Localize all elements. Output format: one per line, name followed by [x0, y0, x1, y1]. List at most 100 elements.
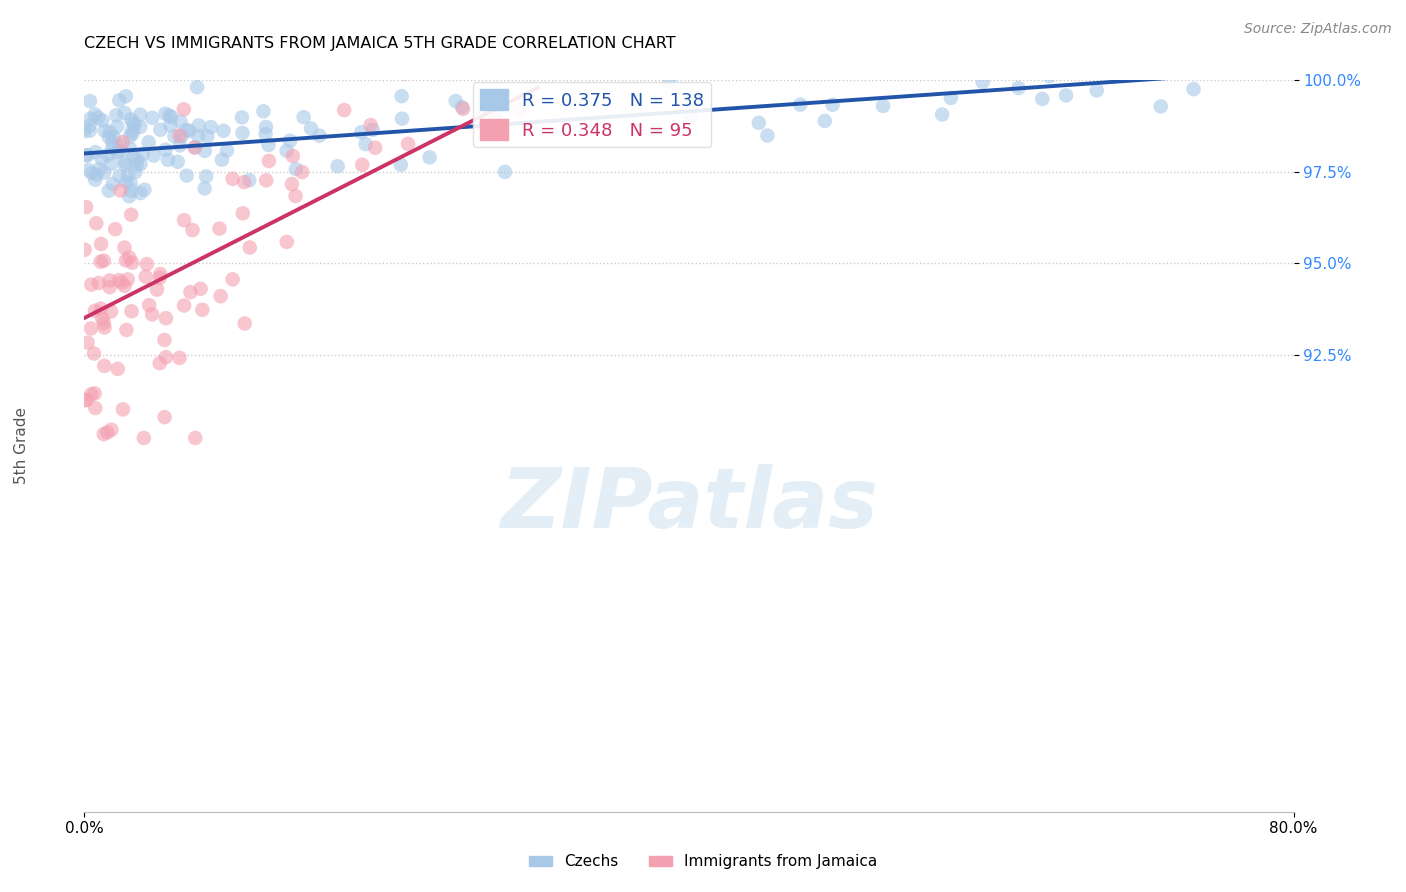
- Point: [644, 122, 666, 136]
- Point: [181, 223, 204, 237]
- Point: [107, 362, 129, 376]
- Point: [114, 154, 136, 169]
- Point: [132, 431, 155, 445]
- Point: [163, 129, 186, 144]
- Point: [1007, 81, 1029, 95]
- Point: [872, 99, 894, 113]
- Point: [166, 154, 188, 169]
- Point: [80, 166, 103, 180]
- Point: [75, 200, 97, 214]
- Point: [110, 184, 132, 198]
- Point: [364, 141, 387, 155]
- Point: [90, 152, 112, 166]
- Point: [939, 91, 962, 105]
- Point: [153, 410, 176, 425]
- Point: [118, 142, 141, 156]
- Point: [87, 111, 110, 125]
- Point: [73, 393, 96, 408]
- Point: [186, 80, 208, 95]
- Point: [108, 273, 131, 287]
- Point: [485, 111, 508, 125]
- Point: [114, 106, 136, 120]
- Point: [84, 303, 107, 318]
- Point: [169, 351, 191, 365]
- Point: [361, 123, 384, 137]
- Point: [98, 273, 121, 287]
- Point: [149, 271, 172, 285]
- Point: [98, 280, 121, 294]
- Point: [391, 89, 413, 103]
- Point: [232, 206, 254, 220]
- Point: [1085, 83, 1108, 97]
- Point: [80, 321, 103, 335]
- Point: [118, 251, 141, 265]
- Point: [111, 402, 134, 417]
- Point: [120, 184, 142, 198]
- Point: [117, 272, 139, 286]
- Point: [90, 301, 112, 316]
- Point: [292, 110, 315, 124]
- Point: [523, 66, 546, 80]
- Legend: R = 0.375   N = 138, R = 0.348   N = 95: R = 0.375 N = 138, R = 0.348 N = 95: [474, 82, 711, 147]
- Point: [291, 165, 314, 179]
- Point: [112, 240, 135, 254]
- Point: [135, 257, 157, 271]
- Point: [173, 103, 195, 117]
- Point: [129, 120, 152, 134]
- Point: [389, 158, 412, 172]
- Point: [1054, 88, 1077, 103]
- Point: [100, 304, 122, 318]
- Point: [183, 140, 205, 154]
- Point: [115, 323, 138, 337]
- Point: [120, 177, 142, 191]
- Point: [114, 158, 136, 172]
- Point: [107, 145, 129, 159]
- Point: [508, 103, 530, 118]
- Point: [211, 153, 233, 167]
- Point: [76, 148, 98, 162]
- Point: [135, 269, 157, 284]
- Point: [1150, 99, 1173, 113]
- Point: [190, 282, 212, 296]
- Point: [276, 235, 298, 249]
- Point: [281, 177, 304, 191]
- Point: [155, 107, 177, 121]
- Point: [197, 129, 219, 144]
- Point: [80, 387, 103, 401]
- Point: [451, 102, 474, 116]
- Point: [170, 129, 193, 144]
- Point: [100, 157, 122, 171]
- Point: [84, 107, 107, 121]
- Point: [221, 272, 243, 286]
- Point: [179, 285, 201, 300]
- Point: [238, 173, 260, 187]
- Point: [679, 112, 702, 126]
- Point: [122, 116, 145, 130]
- Point: [284, 161, 307, 176]
- Point: [93, 166, 115, 180]
- Point: [107, 145, 129, 159]
- Point: [195, 169, 218, 184]
- Point: [748, 116, 770, 130]
- Point: [156, 153, 179, 167]
- Point: [117, 169, 139, 183]
- Point: [118, 189, 141, 203]
- Point: [519, 66, 541, 80]
- Point: [138, 298, 160, 312]
- Point: [138, 135, 160, 149]
- Point: [187, 129, 209, 144]
- Point: [93, 427, 115, 442]
- Point: [209, 289, 232, 303]
- Point: [87, 276, 110, 290]
- Point: [84, 145, 107, 160]
- Point: [97, 184, 120, 198]
- Point: [494, 165, 516, 179]
- Point: [79, 123, 101, 137]
- Point: [115, 175, 138, 189]
- Point: [77, 163, 100, 178]
- Point: [75, 148, 97, 162]
- Point: [86, 168, 108, 182]
- Point: [84, 172, 107, 186]
- Point: [257, 138, 280, 153]
- Point: [73, 124, 96, 138]
